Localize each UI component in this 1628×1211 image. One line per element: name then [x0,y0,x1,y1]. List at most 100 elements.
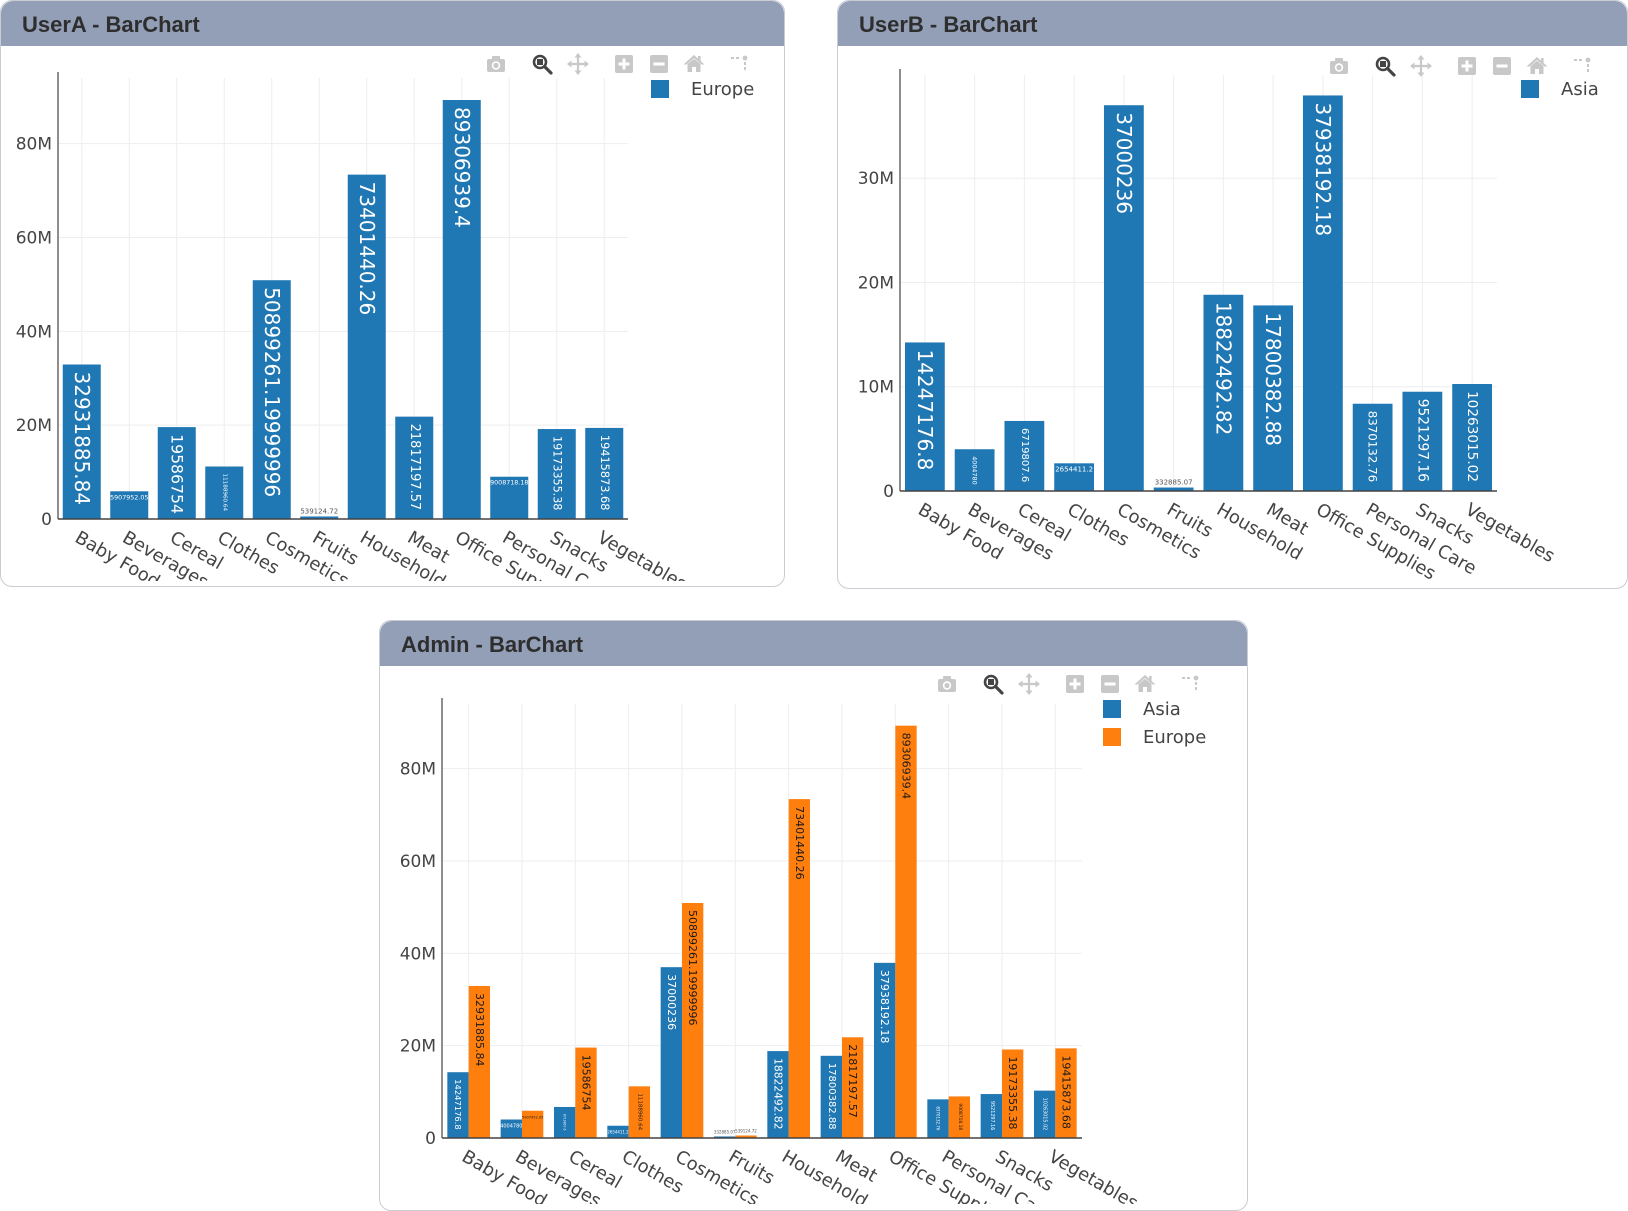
bar-chart: 0 20M 40M 60M 80M 32931885.84 5907952.05 195867… [16,72,754,581]
bar-chart: 0 20M 40M 60M 80M 14247176.8 4004780 6719807.6 2… [400,698,1206,1204]
legend-label-europe[interactable]: Europe [691,79,754,100]
data-label: 21817197.57 [407,424,422,511]
bar-europe-cereal[interactable] [157,427,196,519]
data-label: 17800382.88 [1261,312,1285,446]
bar-europe-vegetables[interactable] [1055,1048,1077,1138]
bar-asia-cosmetics[interactable] [1103,105,1144,491]
data-label: 89306939.4 [450,107,474,228]
y-tick-label: 10M [858,378,894,398]
bar-asia-vegetables[interactable] [1452,383,1493,491]
bar-europe-fruits[interactable] [300,516,339,519]
legend-label-europe[interactable]: Europe [1143,727,1206,748]
bar-europe-meat[interactable] [842,1037,864,1138]
zoom-out-icon[interactable] [1489,53,1515,79]
x-tick-labels: Baby FoodBeveragesCerealClothesCosmetics… [71,527,690,581]
camera-icon[interactable] [1326,53,1352,79]
spike-lines-icon[interactable] [727,51,753,77]
home-icon[interactable] [1524,53,1550,79]
bar-asia-cosmetics[interactable] [660,967,682,1138]
data-label: 9521297.16 [1414,399,1430,482]
camera-icon[interactable] [483,51,509,77]
data-label: 73401440.26 [793,806,806,879]
pan-icon[interactable] [1016,671,1042,697]
bar-asia-personal-care[interactable] [1352,403,1393,491]
bar-asia-meat[interactable] [1253,305,1294,491]
bar-europe-beverages[interactable] [522,1110,544,1138]
zoom-icon[interactable] [529,51,555,77]
modebar [1326,53,1606,79]
y-tick-label: 80M [16,135,52,155]
bar-asia-clothes[interactable] [607,1125,629,1138]
bar-asia-cereal[interactable] [1004,420,1045,491]
bar-asia-office-supplies[interactable] [874,962,896,1138]
bar-europe-cosmetics[interactable] [682,902,704,1138]
data-label: 2654411.2 [607,1130,629,1135]
bar-asia-cereal[interactable] [554,1106,576,1138]
bar-asia-snacks[interactable] [1402,391,1443,491]
bar-asia-beverages[interactable] [954,449,995,491]
camera-icon[interactable] [934,671,960,697]
bar-asia-baby-food[interactable] [904,342,945,491]
bar-europe-baby-food[interactable] [468,985,490,1138]
bar-europe-meat[interactable] [395,416,434,519]
bar-asia-beverages[interactable] [500,1119,522,1138]
bar-europe-vegetables[interactable] [585,427,624,519]
zoom-out-icon[interactable] [1097,671,1123,697]
home-icon[interactable] [681,51,707,77]
bar-asia-fruits[interactable] [1153,487,1194,491]
data-label: 539124.72 [300,507,338,515]
panel-userb-barchart: UserB - BarChart 0 10M 20M 30M 14247176.8 400… [837,0,1628,589]
bar-europe-office-supplies[interactable] [442,100,481,519]
legend-label-asia[interactable]: Asia [1143,699,1181,720]
bar-europe-office-supplies[interactable] [895,725,917,1138]
bar-asia-personal-care[interactable] [927,1099,949,1138]
bar-asia-baby-food[interactable] [447,1072,469,1138]
bar-europe-personal-care[interactable] [490,476,529,519]
bar-europe-personal-care[interactable] [948,1096,970,1138]
zoom-in-icon[interactable] [1454,53,1480,79]
bar-europe-cereal[interactable] [575,1047,597,1138]
bar-europe-household[interactable] [788,799,810,1138]
bar-asia-office-supplies[interactable] [1302,95,1343,492]
legend-swatch-europe[interactable] [651,80,669,98]
spike-lines-icon[interactable] [1570,53,1596,79]
bar-europe-snacks[interactable] [1002,1049,1024,1138]
zoom-out-icon[interactable] [646,51,672,77]
bar-asia-household[interactable] [1203,294,1244,491]
bar-asia-fruits[interactable] [714,1136,736,1138]
y-tick-label: 60M [16,229,52,249]
bar-europe-beverages[interactable] [110,491,149,519]
legend-swatch-asia[interactable] [1521,80,1539,98]
legend-label-asia[interactable]: Asia [1561,79,1599,100]
zoom-in-icon[interactable] [611,51,637,77]
data-label: 19173355.38 [550,436,563,510]
spike-lines-icon[interactable] [1178,671,1204,697]
home-icon[interactable] [1132,671,1158,697]
legend-swatch-asia[interactable] [1103,700,1121,718]
bar-asia-clothes[interactable] [1054,463,1095,491]
zoom-icon[interactable] [980,671,1006,697]
bar-asia-snacks[interactable] [980,1094,1002,1138]
bar-asia-meat[interactable] [820,1055,842,1138]
bar-europe-clothes[interactable] [628,1086,650,1138]
bar-europe-household[interactable] [347,174,386,519]
data-label: 21817197.57 [846,1044,859,1117]
panel-title: UserB - BarChart [859,12,1038,37]
bar-europe-baby-food[interactable] [62,364,101,519]
legend-swatch-europe[interactable] [1103,728,1121,746]
bar-asia-vegetables[interactable] [1034,1090,1056,1138]
y-tick-label: 30M [858,169,894,189]
zoom-in-icon[interactable] [1062,671,1088,697]
bar-europe-clothes[interactable] [205,466,244,519]
zoom-icon[interactable] [1372,53,1398,79]
data-label: 5907952.05 [110,494,148,501]
bar-asia-household[interactable] [767,1051,789,1138]
y-tick-label: 80M [400,760,436,780]
pan-icon[interactable] [565,51,591,77]
data-label: 19586754 [167,434,186,514]
bar-europe-snacks[interactable] [537,429,576,519]
data-label: 9521297.16 [989,1101,995,1130]
bar-europe-fruits[interactable] [735,1135,757,1138]
bar-europe-cosmetics[interactable] [252,280,291,519]
pan-icon[interactable] [1408,53,1434,79]
